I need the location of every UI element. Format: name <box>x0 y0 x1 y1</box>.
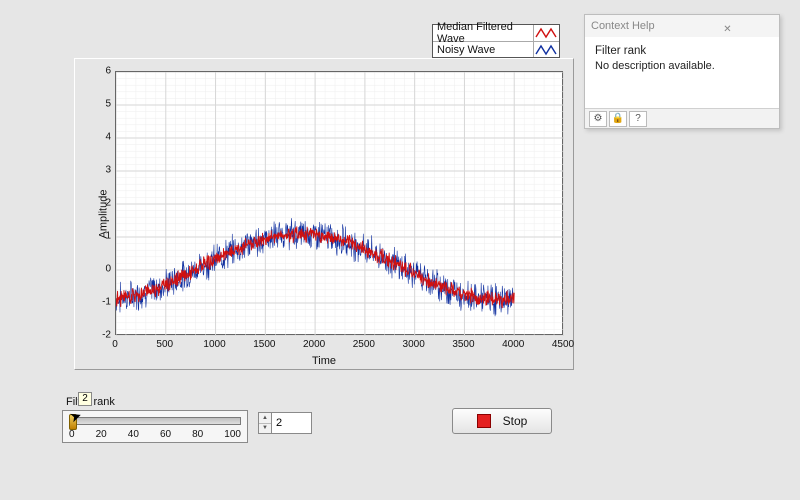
filter-rank-numeric: ▲ ▼ <box>258 412 312 434</box>
legend-label: Median Filtered Wave <box>433 21 533 45</box>
x-tick-label: 3000 <box>399 339 429 350</box>
slider-tick-label: 20 <box>96 429 107 440</box>
slider-label: Filter rank <box>66 396 248 408</box>
stop-button[interactable]: Stop <box>452 408 552 434</box>
context-help-window-title: Context Help <box>591 15 682 37</box>
x-tick-label: 2000 <box>299 339 329 350</box>
stop-indicator-icon <box>477 414 491 428</box>
plot-area[interactable] <box>115 71 563 335</box>
slider-tick-label: 80 <box>192 429 203 440</box>
slider-track[interactable] <box>69 417 241 425</box>
y-tick-label: 3 <box>81 165 111 176</box>
x-tick-label: 3500 <box>448 339 478 350</box>
filter-rank-slider[interactable]: 0 20 40 60 80 100 <box>62 410 248 443</box>
stepper-buttons: ▲ ▼ <box>258 412 272 434</box>
slider-tooltip: 2 <box>78 392 92 406</box>
slider-ticks: 0 20 40 60 80 100 <box>69 429 241 440</box>
x-tick-label: 4500 <box>548 339 578 350</box>
x-tick-label: 4000 <box>498 339 528 350</box>
step-down-button[interactable]: ▼ <box>259 424 271 434</box>
context-help-title: Filter rank <box>595 45 769 57</box>
y-tick-label: 1 <box>81 231 111 242</box>
x-tick-label: 2500 <box>349 339 379 350</box>
x-tick-label: 1000 <box>200 339 230 350</box>
lock-icon[interactable]: 🔒 <box>609 111 627 127</box>
x-tick-label: 0 <box>100 339 130 350</box>
x-tick-label: 500 <box>150 339 180 350</box>
slider-tick-label: 100 <box>224 429 241 440</box>
context-help-description: No description available. <box>595 60 769 72</box>
context-help-toolbar: ⚙ 🔒 ? <box>585 108 779 128</box>
legend-item: Noisy Wave <box>433 41 559 57</box>
slider-tick-label: 0 <box>69 429 75 440</box>
waveform-chart-panel: Amplitude Time -2-1012345605001000150020… <box>74 58 574 370</box>
slider-tick-label: 60 <box>160 429 171 440</box>
y-tick-label: 4 <box>81 132 111 143</box>
y-tick-label: -1 <box>81 297 111 308</box>
legend-swatch <box>533 42 559 57</box>
context-help-body: Filter rank No description available. <box>585 37 779 108</box>
chart-legend: Median Filtered Wave Noisy Wave <box>432 24 560 58</box>
legend-label: Noisy Wave <box>433 44 533 56</box>
close-icon[interactable]: ✕ <box>682 19 773 33</box>
legend-swatch <box>533 25 559 41</box>
context-help-window: Context Help ✕ Filter rank No descriptio… <box>584 14 780 129</box>
y-tick-label: 5 <box>81 99 111 110</box>
help-icon[interactable]: ? <box>629 111 647 127</box>
stop-button-label: Stop <box>503 414 528 428</box>
step-up-button[interactable]: ▲ <box>259 413 271 424</box>
slider-tick-label: 40 <box>128 429 139 440</box>
context-help-titlebar[interactable]: Context Help ✕ <box>585 15 779 37</box>
y-tick-label: 2 <box>81 198 111 209</box>
gear-icon[interactable]: ⚙ <box>589 111 607 127</box>
filter-rank-input[interactable] <box>272 412 312 434</box>
legend-item: Median Filtered Wave <box>433 25 559 41</box>
y-tick-label: 0 <box>81 264 111 275</box>
x-axis-label: Time <box>75 355 573 367</box>
y-tick-label: 6 <box>81 66 111 77</box>
x-tick-label: 1500 <box>249 339 279 350</box>
